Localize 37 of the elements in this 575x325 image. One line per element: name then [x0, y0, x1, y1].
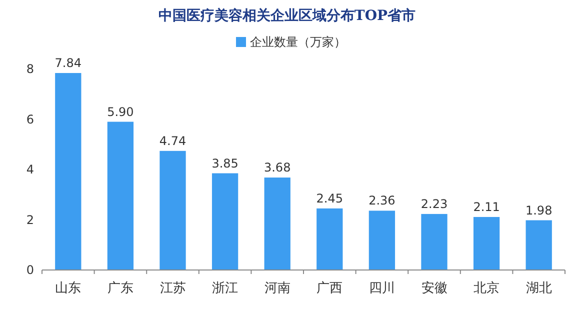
x-tick-label: 广东	[107, 281, 134, 296]
x-tick-label: 河南	[264, 281, 290, 296]
x-tick-label: 四川	[368, 281, 395, 296]
text: 2.11	[473, 200, 500, 214]
bar	[526, 220, 552, 270]
bar	[421, 214, 448, 270]
chart-title: 中国医疗美容相关企业区域分布TOP省市	[158, 7, 416, 24]
y-tick-label: 2	[26, 212, 34, 227]
y-tick-label: 6	[26, 112, 34, 126]
text: 2.36	[368, 194, 396, 208]
x-tick-label: 江苏	[160, 281, 186, 296]
x-tick-label: 北京	[474, 281, 500, 296]
y-tick-label: 8	[26, 62, 34, 76]
bar	[473, 216, 500, 270]
x-tick-label: 浙江	[212, 281, 238, 296]
text: 3.85	[212, 156, 238, 170]
bar	[264, 178, 290, 270]
bar	[316, 208, 343, 270]
x-tick-label: 广西	[316, 281, 343, 296]
text: 4.74	[159, 134, 186, 148]
y-tick-label: 4	[26, 162, 34, 176]
bar	[55, 73, 82, 270]
text: 2.45	[316, 191, 344, 206]
bar	[160, 150, 186, 270]
text: 5.90	[107, 104, 134, 119]
x-tick-label: 湖北	[526, 281, 552, 296]
x-tick-label: 安徽	[421, 280, 448, 296]
text: 3.68	[264, 160, 291, 175]
legend-label: 企业数量（万家）	[250, 35, 346, 49]
bar	[212, 173, 238, 270]
bar	[368, 210, 396, 270]
y-tick-label: 0	[26, 263, 34, 277]
bar	[107, 122, 134, 270]
x-tick-label: 山东	[55, 281, 82, 296]
text: 7.84	[54, 56, 82, 70]
text: 1.98	[525, 203, 552, 218]
text: 2.23	[420, 196, 448, 211]
